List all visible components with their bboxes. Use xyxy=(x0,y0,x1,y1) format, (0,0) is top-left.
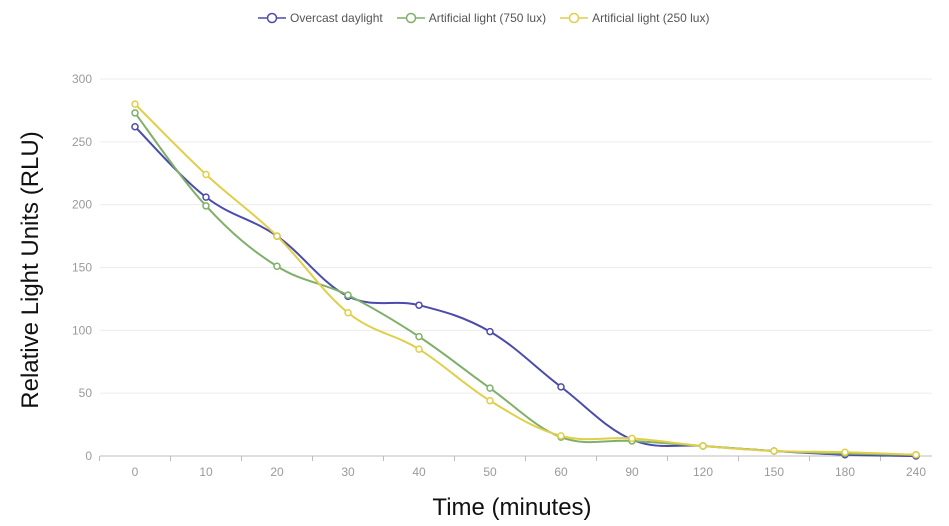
x-tick-label: 240 xyxy=(906,465,926,479)
legend-marker-artificial-750-icon xyxy=(396,12,425,24)
legend-label-artificial-250: Artificial light (250 lux) xyxy=(592,11,710,25)
grid-lines xyxy=(100,78,932,394)
data-point[interactable] xyxy=(131,109,139,117)
y-tick-label: 100 xyxy=(72,323,92,337)
data-point[interactable] xyxy=(486,396,494,405)
x-tick-label: 180 xyxy=(835,465,855,479)
legend-marker-overcast-daylight-icon xyxy=(258,12,286,24)
series-group xyxy=(131,100,920,460)
y-tick-label: 150 xyxy=(72,261,92,275)
data-point[interactable] xyxy=(486,384,494,392)
data-point[interactable] xyxy=(202,202,210,210)
x-tick-label: 0 xyxy=(132,465,139,479)
legend-label-artificial-750: Artificial light (750 lux) xyxy=(428,11,547,25)
y-tick-label: 200 xyxy=(72,198,92,212)
data-point[interactable] xyxy=(770,447,778,455)
data-point[interactable] xyxy=(344,308,352,317)
series-2 xyxy=(131,100,920,459)
legend-marker-artificial-250-icon xyxy=(560,12,589,24)
data-point[interactable] xyxy=(131,123,139,131)
x-tick-label: 120 xyxy=(693,465,713,479)
x-tick-label: 10 xyxy=(199,465,213,479)
y-tick-label: 50 xyxy=(79,386,93,400)
data-point[interactable] xyxy=(628,434,636,443)
x-tick-label: 90 xyxy=(625,465,639,479)
data-point[interactable] xyxy=(557,432,565,440)
x-tick-label: 30 xyxy=(341,465,355,479)
y-axis-ticks: 0 50 100 150 200 250 300 xyxy=(72,72,92,463)
data-point[interactable] xyxy=(557,383,565,391)
data-point[interactable] xyxy=(415,301,423,309)
x-axis-title: Time (minutes) xyxy=(432,494,591,521)
data-point[interactable] xyxy=(131,100,139,108)
series-line xyxy=(134,112,917,456)
y-tick-label: 250 xyxy=(72,135,92,149)
data-point[interactable] xyxy=(273,262,281,270)
x-tick-label: 40 xyxy=(412,465,426,479)
series-0 xyxy=(131,123,920,460)
chart-legend: Overcast daylight Artificial light (750 … xyxy=(258,8,723,28)
y-tick-label: 0 xyxy=(85,449,92,463)
x-tick-label: 150 xyxy=(764,465,784,479)
legend-label-overcast-daylight: Overcast daylight xyxy=(290,11,383,25)
series-line xyxy=(134,103,917,456)
data-point[interactable] xyxy=(841,448,849,456)
data-point[interactable] xyxy=(202,193,210,201)
series-1 xyxy=(131,109,920,459)
data-point[interactable] xyxy=(486,327,494,336)
x-tick-label: 50 xyxy=(483,465,497,479)
y-axis-title: Relative Light Units (RLU) xyxy=(17,131,44,408)
data-point[interactable] xyxy=(912,450,920,459)
legend-item-artificial-250[interactable]: Artificial light (250 lux) xyxy=(560,11,709,25)
data-point[interactable] xyxy=(202,170,210,179)
y-tick-label: 300 xyxy=(72,72,92,86)
x-tick-label: 60 xyxy=(554,465,568,479)
data-point[interactable] xyxy=(273,232,281,240)
x-axis: 0 10 20 30 40 50 60 90 120 150 180 240 xyxy=(99,455,932,479)
series-line xyxy=(134,126,917,457)
legend-item-overcast-daylight[interactable]: Overcast daylight xyxy=(258,11,383,25)
legend-item-artificial-750[interactable]: Artificial light (750 lux) xyxy=(396,11,547,25)
data-point[interactable] xyxy=(415,345,423,353)
data-point[interactable] xyxy=(415,332,423,341)
data-point[interactable] xyxy=(699,442,707,450)
x-tick-label: 20 xyxy=(270,465,284,479)
data-point[interactable] xyxy=(344,291,352,299)
